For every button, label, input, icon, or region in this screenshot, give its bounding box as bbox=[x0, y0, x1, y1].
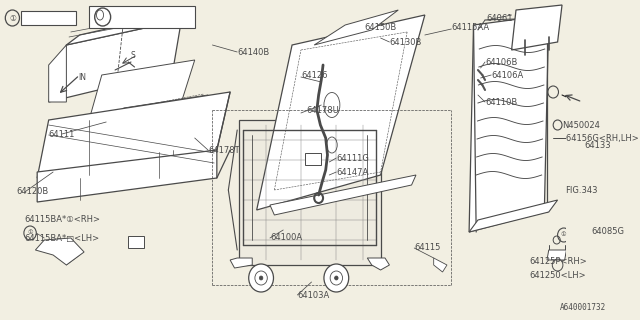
Circle shape bbox=[249, 264, 273, 292]
Text: N450024: N450024 bbox=[562, 121, 600, 130]
Polygon shape bbox=[257, 15, 425, 210]
Circle shape bbox=[324, 264, 349, 292]
Polygon shape bbox=[469, 15, 548, 232]
Text: – 64156G<RH,LH>: – 64156G<RH,LH> bbox=[559, 133, 639, 142]
FancyBboxPatch shape bbox=[88, 6, 195, 28]
Text: 64140B: 64140B bbox=[237, 47, 269, 57]
Text: 64150B: 64150B bbox=[365, 22, 397, 31]
Text: 64115AA: 64115AA bbox=[451, 22, 490, 31]
Polygon shape bbox=[88, 60, 195, 122]
Polygon shape bbox=[37, 92, 230, 178]
Text: 64178U: 64178U bbox=[306, 106, 339, 115]
Polygon shape bbox=[35, 238, 84, 265]
Circle shape bbox=[255, 271, 268, 285]
Text: 64133: 64133 bbox=[584, 140, 611, 149]
Text: 64106B: 64106B bbox=[485, 58, 517, 67]
Text: A: A bbox=[310, 155, 316, 164]
Text: 64111G: 64111G bbox=[337, 154, 369, 163]
Text: ①: ① bbox=[561, 233, 566, 237]
Polygon shape bbox=[591, 238, 611, 255]
Polygon shape bbox=[239, 120, 381, 265]
Polygon shape bbox=[37, 150, 217, 202]
Text: 64110B: 64110B bbox=[485, 98, 517, 107]
Text: S: S bbox=[130, 51, 135, 60]
Polygon shape bbox=[111, 95, 208, 132]
Text: 64125P<RH>: 64125P<RH> bbox=[529, 258, 587, 267]
Polygon shape bbox=[67, 10, 190, 45]
Polygon shape bbox=[434, 258, 447, 272]
FancyBboxPatch shape bbox=[21, 11, 76, 25]
FancyBboxPatch shape bbox=[129, 236, 144, 248]
Text: A640001732: A640001732 bbox=[559, 303, 605, 312]
Text: 64111: 64111 bbox=[49, 130, 75, 139]
Polygon shape bbox=[230, 258, 252, 268]
Polygon shape bbox=[314, 10, 398, 45]
Text: A: A bbox=[134, 237, 139, 246]
Text: 64061: 64061 bbox=[487, 13, 513, 22]
Text: 64085G: 64085G bbox=[591, 228, 624, 236]
Circle shape bbox=[259, 276, 263, 280]
Circle shape bbox=[330, 271, 342, 285]
Polygon shape bbox=[566, 190, 584, 220]
Text: FIG.343: FIG.343 bbox=[564, 186, 597, 195]
Text: 64100A: 64100A bbox=[270, 234, 302, 243]
Polygon shape bbox=[367, 258, 389, 270]
Text: 64103A: 64103A bbox=[298, 291, 330, 300]
Text: 64115BA*□<LH>: 64115BA*□<LH> bbox=[25, 234, 100, 243]
Text: 64115: 64115 bbox=[414, 244, 440, 252]
Polygon shape bbox=[469, 200, 557, 232]
Polygon shape bbox=[270, 175, 416, 215]
Text: ①: ① bbox=[9, 13, 16, 22]
Text: 64126: 64126 bbox=[301, 70, 328, 79]
Text: 64147A: 64147A bbox=[337, 167, 369, 177]
Polygon shape bbox=[49, 20, 182, 102]
Circle shape bbox=[335, 276, 338, 280]
Text: 64178T: 64178T bbox=[208, 146, 239, 155]
Polygon shape bbox=[547, 250, 566, 260]
Text: ①: ① bbox=[28, 230, 33, 236]
FancyBboxPatch shape bbox=[305, 153, 321, 165]
Text: 0710007: 0710007 bbox=[29, 13, 69, 22]
Polygon shape bbox=[511, 5, 562, 50]
Text: HOG RING Qty60: HOG RING Qty60 bbox=[118, 19, 183, 28]
Text: 64115BA*①<RH>: 64115BA*①<RH> bbox=[25, 215, 100, 225]
Text: 641250<LH>: 641250<LH> bbox=[529, 271, 586, 281]
Text: 64333N: 64333N bbox=[134, 7, 167, 17]
Text: 64120B: 64120B bbox=[16, 188, 48, 196]
Text: 64130B: 64130B bbox=[389, 37, 422, 46]
Text: 64106A: 64106A bbox=[492, 70, 524, 79]
Polygon shape bbox=[49, 45, 67, 102]
Text: IN: IN bbox=[78, 73, 86, 82]
